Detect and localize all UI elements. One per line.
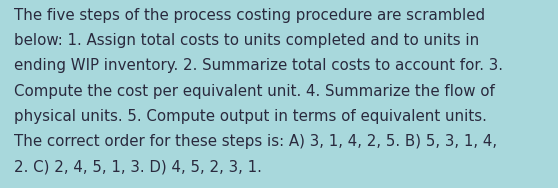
Text: The five steps of the process costing procedure are scrambled: The five steps of the process costing pr… xyxy=(14,8,485,23)
Text: The correct order for these steps is: A) 3, 1, 4, 2, 5. B) 5, 3, 1, 4,: The correct order for these steps is: A)… xyxy=(14,134,497,149)
Text: below: 1. Assign total costs to units completed and to units in: below: 1. Assign total costs to units co… xyxy=(14,33,479,48)
Text: physical units. 5. Compute output in terms of equivalent units.: physical units. 5. Compute output in ter… xyxy=(14,109,487,124)
Text: 2. C) 2, 4, 5, 1, 3. D) 4, 5, 2, 3, 1.: 2. C) 2, 4, 5, 1, 3. D) 4, 5, 2, 3, 1. xyxy=(14,160,262,175)
Text: ending WIP inventory. 2. Summarize total costs to account for. 3.: ending WIP inventory. 2. Summarize total… xyxy=(14,58,503,73)
Text: Compute the cost per equivalent unit. 4. Summarize the flow of: Compute the cost per equivalent unit. 4.… xyxy=(14,84,495,99)
